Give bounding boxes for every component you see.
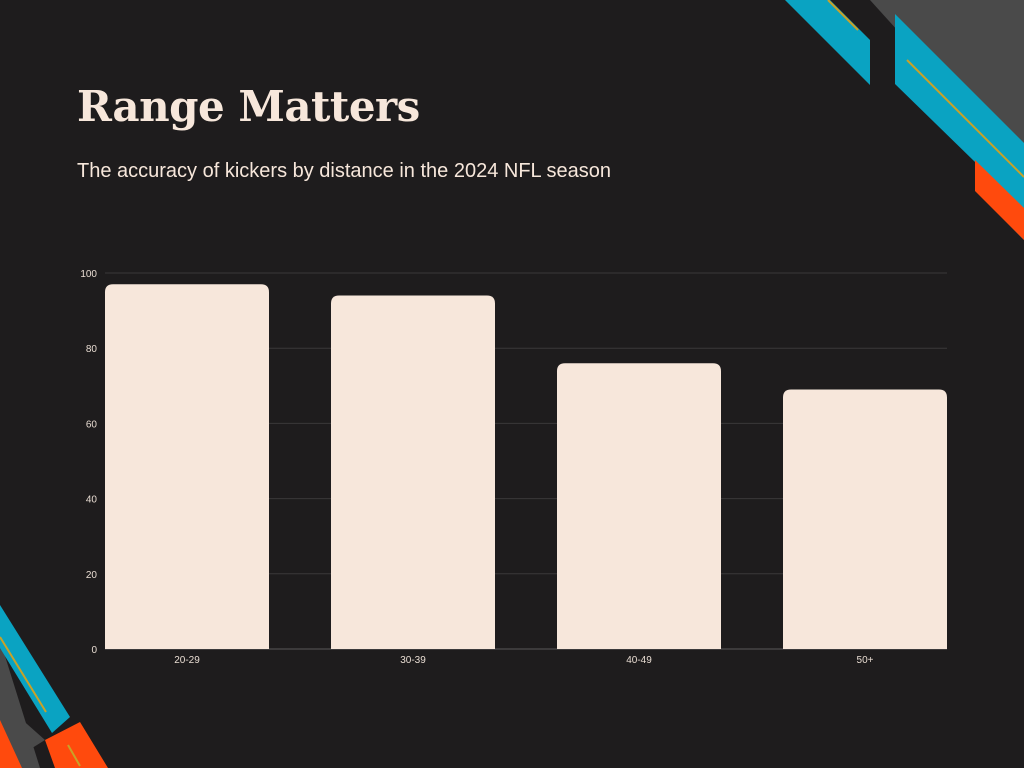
bar-50+ — [783, 389, 947, 649]
y-tick-label: 20 — [86, 570, 98, 581]
y-tick-label: 40 — [86, 495, 98, 506]
y-axis-ticks: 0 20 40 60 80 100 — [80, 269, 97, 656]
x-axis-ticks: 20-29 30-39 40-49 50+ — [174, 655, 873, 666]
slide-title: Range Matters — [77, 82, 420, 131]
y-tick-label: 0 — [91, 645, 97, 656]
chart-bars — [105, 284, 947, 649]
x-tick-label: 40-49 — [626, 655, 652, 666]
bar-20-29 — [105, 284, 269, 649]
x-tick-label: 20-29 — [174, 655, 200, 666]
slide-subtitle: The accuracy of kickers by distance in t… — [77, 160, 611, 182]
x-tick-label: 50+ — [857, 655, 874, 666]
bar-40-49 — [557, 363, 721, 649]
x-tick-label: 30-39 — [400, 655, 426, 666]
y-tick-label: 60 — [86, 419, 98, 430]
bar-30-39 — [331, 295, 495, 649]
y-tick-label: 100 — [80, 269, 97, 280]
y-tick-label: 80 — [86, 344, 98, 355]
